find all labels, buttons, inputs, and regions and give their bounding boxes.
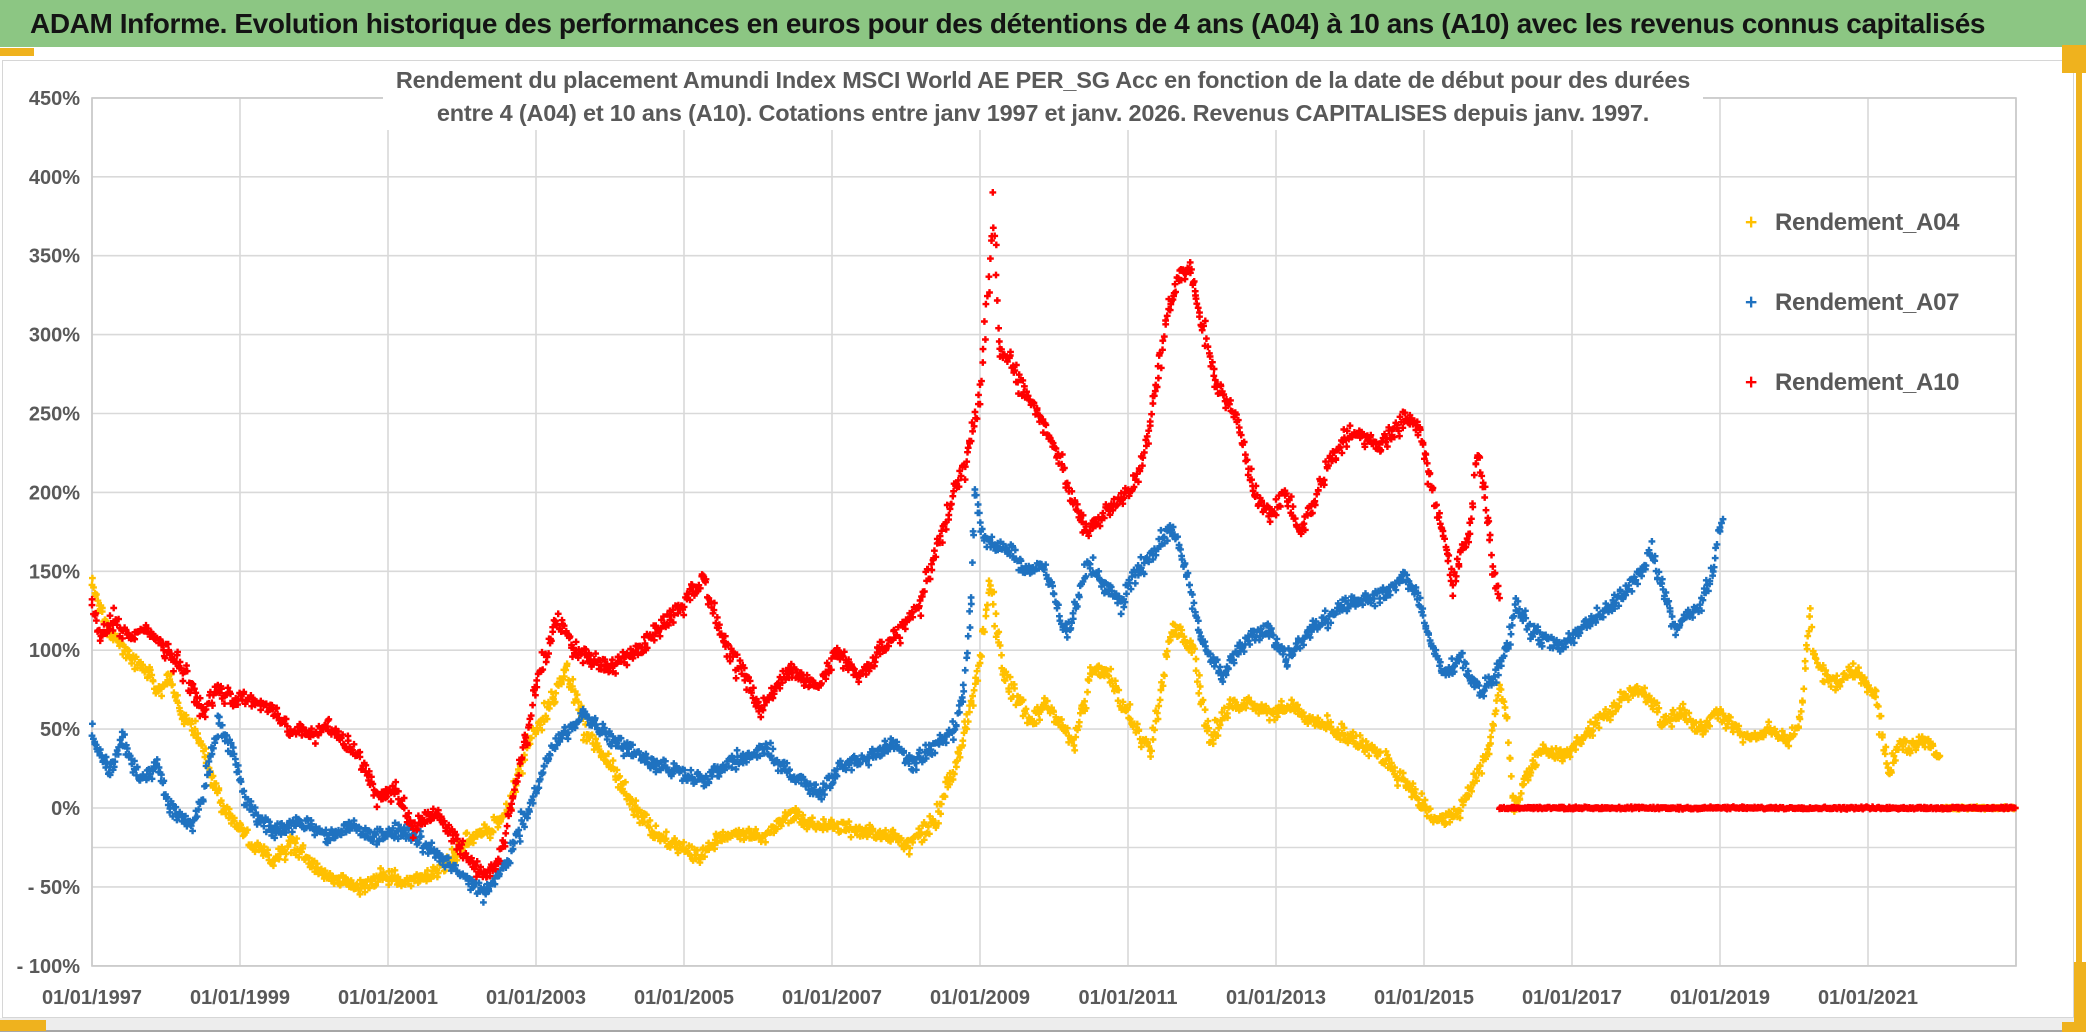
series-points-rendement-a04[interactable] bbox=[88, 574, 1944, 898]
x-axis-tick-label: 01/01/2003 bbox=[486, 987, 586, 1009]
gold-corner-bottom-right bbox=[2062, 1022, 2086, 1032]
x-axis-tick-label: 01/01/2015 bbox=[1374, 987, 1474, 1009]
chart-legend: + Rendement_A04 + Rendement_A07 + Rendem… bbox=[1745, 208, 1959, 448]
bottom-edge-line bbox=[0, 1030, 2086, 1032]
legend-label: Rendement_A04 bbox=[1775, 209, 1960, 236]
x-axis-tick-label: 01/01/2021 bbox=[1818, 987, 1918, 1009]
y-axis-tick-label: 400% bbox=[29, 167, 80, 189]
legend-label: Rendement_A10 bbox=[1775, 369, 1960, 396]
x-axis-tick-label: 01/01/2013 bbox=[1226, 987, 1326, 1009]
plus-marker-icon: + bbox=[1745, 211, 1758, 234]
y-axis-tick-label: 200% bbox=[29, 482, 80, 504]
y-axis-tick-label: - 50% bbox=[28, 877, 80, 899]
chart-title[interactable]: Rendement du placement Amundi Index MSCI… bbox=[383, 64, 1703, 130]
y-axis-tick-label: 0% bbox=[51, 798, 80, 820]
gold-block-bottom-right bbox=[2074, 962, 2086, 1022]
legend-item-rendement-a04[interactable]: + Rendement_A04 bbox=[1745, 208, 1959, 238]
y-axis-tick-label: 350% bbox=[29, 246, 80, 268]
gold-strip-right-edge bbox=[2076, 73, 2082, 962]
legend-item-rendement-a07[interactable]: + Rendement_A07 bbox=[1745, 288, 1959, 318]
legend-item-rendement-a10[interactable]: + Rendement_A10 bbox=[1745, 368, 1959, 398]
x-axis-tick-label: 01/01/2011 bbox=[1079, 987, 1178, 1009]
series-points-rendement-a10[interactable] bbox=[88, 189, 1503, 881]
chart-frame bbox=[2, 60, 2074, 1018]
y-axis-tick-label: 300% bbox=[29, 325, 80, 347]
x-axis-tick-label: 01/01/2001 bbox=[338, 987, 438, 1009]
legend-label: Rendement_A07 bbox=[1775, 289, 1960, 316]
chart-title-line1: Rendement du placement Amundi Index MSCI… bbox=[395, 67, 1691, 93]
x-axis-tick-label: 01/01/2017 bbox=[1522, 987, 1622, 1009]
x-axis-tick-label: 01/01/2005 bbox=[634, 987, 734, 1009]
gold-corner-top-right bbox=[2062, 45, 2086, 73]
gold-tab-bottom-left bbox=[0, 1020, 46, 1031]
sheet-banner[interactable]: ADAM Informe. Evolution historique des p… bbox=[0, 0, 2086, 47]
y-axis-tick-label: 250% bbox=[29, 404, 80, 426]
banner-title: ADAM Informe. Evolution historique des p… bbox=[30, 7, 1986, 39]
y-axis-tick-label: 450% bbox=[29, 88, 80, 110]
gold-tab-top-left bbox=[0, 48, 34, 56]
plus-marker-icon: + bbox=[1745, 291, 1758, 314]
series-points-rendement-a07[interactable] bbox=[88, 486, 1727, 906]
y-axis-tick-label: 150% bbox=[29, 561, 80, 583]
bottom-edge-bar bbox=[0, 1018, 2086, 1030]
chart-title-line2: entre 4 (A04) et 10 ans (A10). Cotations… bbox=[436, 100, 1650, 126]
y-axis-tick-label: - 100% bbox=[17, 956, 81, 978]
y-axis-tick-label: 100% bbox=[29, 640, 80, 662]
x-axis-tick-label: 01/01/1997 bbox=[42, 987, 142, 1009]
x-axis-tick-label: 01/01/1999 bbox=[190, 987, 290, 1009]
y-axis-tick-label: 50% bbox=[40, 719, 80, 741]
plus-marker-icon: + bbox=[1745, 371, 1758, 394]
x-axis-tick-label: 01/01/2007 bbox=[782, 987, 882, 1009]
series-zero-line-rendement-a10[interactable] bbox=[1496, 803, 2019, 813]
x-axis-tick-label: 01/01/2019 bbox=[1670, 987, 1770, 1009]
x-axis-tick-label: 01/01/2009 bbox=[930, 987, 1030, 1009]
